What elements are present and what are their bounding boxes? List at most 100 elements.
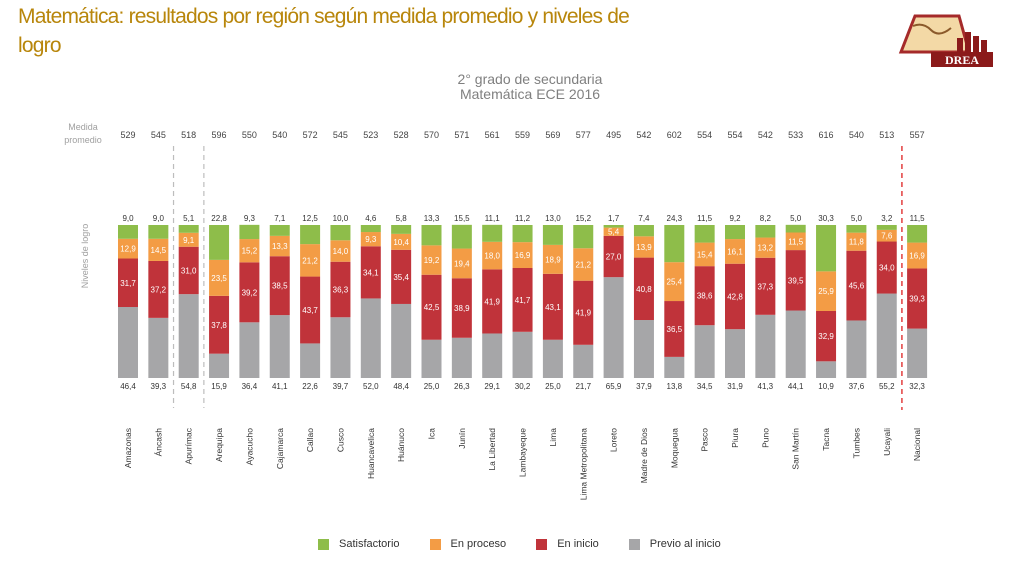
data-label: 41,7	[515, 296, 531, 305]
data-label: 19,2	[424, 256, 440, 265]
data-label: 22,8	[211, 214, 227, 223]
bar-segment-en-inicio	[846, 250, 867, 321]
bar-segment-en-proceso	[330, 240, 351, 262]
legend-label: Satisfactorio	[339, 538, 400, 550]
data-label: 38,9	[454, 304, 470, 313]
medida-value: 495	[606, 130, 621, 140]
bar-segment-previo-al-inicio	[209, 353, 230, 378]
medida-value: 545	[333, 130, 348, 140]
bar-segment-previo-al-inicio	[512, 331, 533, 378]
data-label: 21,2	[575, 260, 591, 269]
category-label: Huánuco	[396, 428, 406, 462]
legend-swatch	[628, 538, 640, 550]
data-label: 8,2	[760, 214, 772, 223]
bar-segment-previo-al-inicio	[876, 293, 897, 378]
category-label: Ica	[427, 428, 437, 440]
medida-value: 561	[485, 130, 500, 140]
bar-segment-previo-al-inicio	[239, 322, 260, 378]
bar-segment-en-proceso	[755, 237, 776, 258]
category-label: Ayacucho	[244, 428, 254, 465]
legend-item: Satisfactorio	[318, 538, 400, 550]
data-label: 41,1	[272, 382, 288, 391]
bar-segment-previo-al-inicio	[451, 337, 472, 378]
data-label: 23,5	[211, 274, 227, 283]
y-axis-label: Niveles de logro	[80, 224, 90, 289]
data-label: 4,6	[365, 214, 377, 223]
data-label: 45,6	[849, 282, 865, 291]
bar-segment-en-proceso	[785, 232, 806, 251]
data-label: 36,4	[242, 382, 258, 391]
bar-segment-previo-al-inicio	[633, 320, 654, 378]
bar-segment-satisfactorio	[816, 225, 837, 272]
category-label: Junín	[457, 428, 467, 449]
medida-value: 540	[849, 130, 864, 140]
data-label: 43,7	[302, 306, 318, 315]
bar-segment-satisfactorio	[573, 225, 594, 249]
data-label: 5,4	[608, 228, 620, 237]
data-label: 12,9	[120, 245, 136, 254]
bar-segment-satisfactorio	[542, 225, 563, 245]
legend-swatch	[429, 538, 441, 550]
medida-value: 602	[667, 130, 682, 140]
category-label: Nacional	[912, 428, 922, 461]
category-label: Tacna	[821, 428, 831, 451]
bar-segment-en-inicio	[664, 301, 685, 357]
medida-value: 559	[515, 130, 530, 140]
category-label: Loreto	[609, 428, 619, 452]
bar-segment-satisfactorio	[330, 225, 351, 241]
legend-label: En inicio	[557, 538, 599, 550]
medida-value: 529	[120, 130, 135, 140]
bar-segment-en-inicio	[330, 261, 351, 318]
data-label: 39,2	[242, 288, 258, 297]
bar-segment-satisfactorio	[664, 225, 685, 263]
data-label: 36,5	[667, 325, 683, 334]
data-label: 27,0	[606, 253, 622, 262]
bar-segment-en-inicio	[148, 260, 169, 318]
medida-label: promedio	[64, 135, 102, 145]
category-label: Cajamarca	[275, 428, 285, 469]
data-label: 9,1	[183, 236, 195, 245]
data-label: 35,4	[393, 273, 409, 282]
data-label: 32,3	[909, 382, 925, 391]
bar-segment-en-proceso	[816, 271, 837, 311]
bar-segment-en-inicio	[603, 235, 624, 278]
bar-segment-en-proceso	[907, 242, 928, 269]
legend-item: En proceso	[429, 538, 506, 550]
bar-segment-previo-al-inicio	[330, 317, 351, 378]
data-label: 15,9	[211, 382, 227, 391]
medida-value: 616	[819, 130, 834, 140]
data-label: 15,2	[575, 214, 591, 223]
category-label: Callao	[305, 428, 315, 452]
medida-value: 523	[363, 130, 378, 140]
medida-value: 540	[272, 130, 287, 140]
data-label: 43,1	[545, 303, 561, 312]
bar-segment-satisfactorio	[755, 225, 776, 238]
category-label: Apurímac	[184, 427, 194, 464]
category-label: Lima	[548, 428, 558, 447]
data-label: 16,1	[727, 247, 743, 256]
data-label: 13,0	[545, 214, 561, 223]
data-label: 11,8	[849, 238, 865, 247]
data-label: 54,8	[181, 382, 197, 391]
bar-segment-en-proceso	[269, 235, 290, 257]
category-label: Tumbes	[851, 428, 861, 458]
data-label: 16,9	[515, 251, 531, 260]
bar-segment-en-proceso	[300, 244, 321, 277]
bar-segment-en-proceso	[239, 239, 260, 263]
data-label: 37,2	[151, 285, 167, 294]
data-label: 7,1	[274, 214, 286, 223]
data-label: 30,3	[818, 214, 834, 223]
data-label: 26,3	[454, 382, 470, 391]
bar-segment-en-proceso	[664, 262, 685, 302]
bar-segment-en-inicio	[391, 249, 412, 304]
category-label: Huancavelica	[366, 428, 376, 479]
bar-segment-en-proceso	[603, 227, 624, 236]
bar-segment-en-proceso	[482, 241, 503, 270]
bar-segment-en-proceso	[451, 248, 472, 279]
bar-segment-satisfactorio	[209, 225, 230, 260]
data-label: 7,6	[881, 232, 893, 241]
data-label: 46,4	[120, 382, 136, 391]
data-label: 31,7	[120, 279, 136, 288]
data-label: 37,9	[636, 382, 652, 391]
medida-value: 542	[636, 130, 651, 140]
